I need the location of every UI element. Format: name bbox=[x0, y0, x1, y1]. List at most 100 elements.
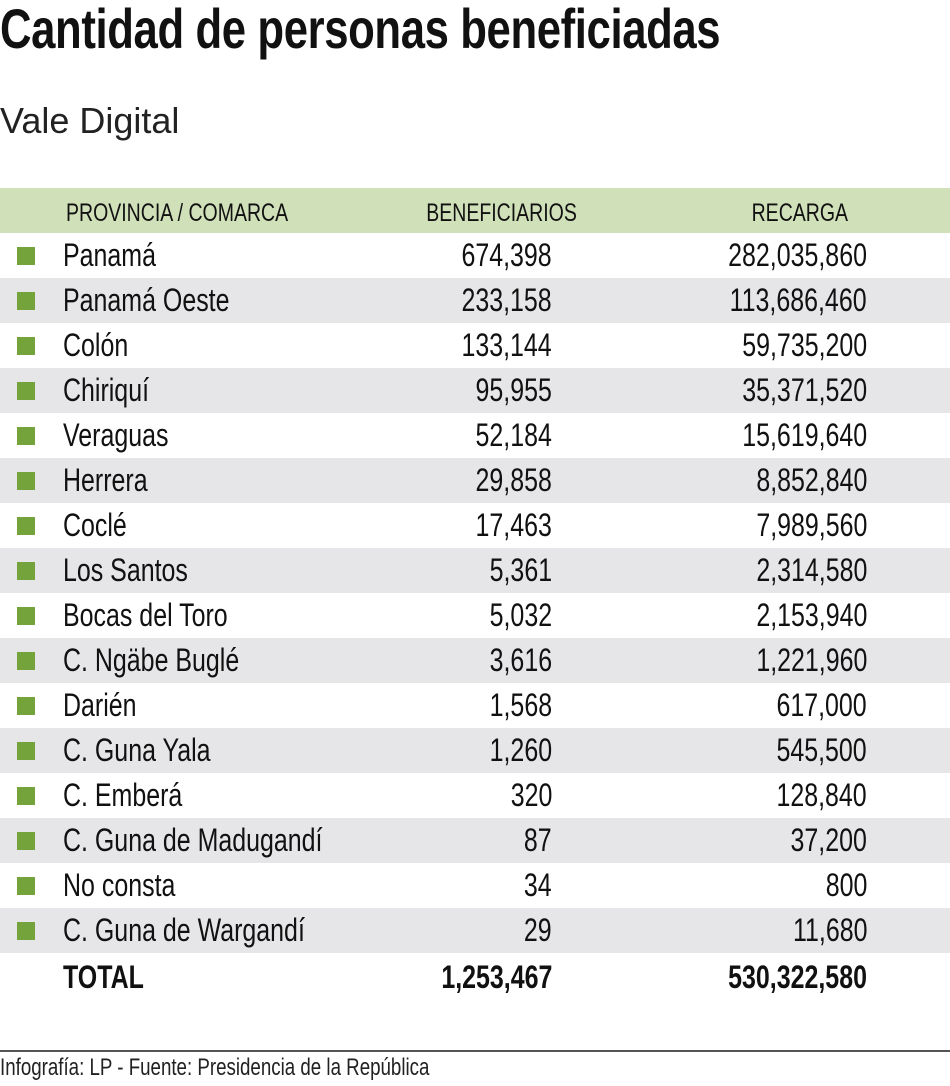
square-marker-icon bbox=[17, 697, 35, 715]
province-cell: Los Santos bbox=[63, 552, 223, 589]
beneficiaries-cell: 29 bbox=[516, 912, 552, 949]
square-marker-icon bbox=[17, 247, 35, 265]
table-row: Panamá 674,398 282,035,860 bbox=[0, 233, 950, 278]
recharge-cell: 11,680 bbox=[772, 912, 867, 949]
square-marker-icon bbox=[17, 787, 35, 805]
beneficiaries-cell: 233,158 bbox=[436, 282, 552, 319]
square-marker-icon bbox=[17, 607, 35, 625]
square-marker-icon bbox=[17, 832, 35, 850]
recharge-cell: 1,221,960 bbox=[725, 642, 867, 679]
beneficiaries-cell: 3,616 bbox=[472, 642, 552, 679]
column-header-beneficiaries: BENEFICIARIOS bbox=[426, 199, 578, 227]
table-row: C. Guna de Wargandí 29 11,680 bbox=[0, 908, 950, 953]
beneficiaries-cell-text: 674,398 bbox=[461, 237, 552, 273]
beneficiaries-cell-text: 233,158 bbox=[461, 282, 552, 318]
recharge-cell-text: 800 bbox=[825, 867, 867, 903]
recharge-cell: 35,371,520 bbox=[707, 372, 867, 409]
recharge-cell-text: 1,221,960 bbox=[755, 642, 867, 678]
square-marker-icon bbox=[17, 652, 35, 670]
square-marker-icon bbox=[17, 877, 35, 895]
square-marker-icon bbox=[17, 382, 35, 400]
square-marker-icon bbox=[17, 337, 35, 355]
beneficiaries-cell: 5,032 bbox=[472, 597, 552, 634]
province-cell: Bocas del Toro bbox=[63, 597, 274, 634]
total-recharge: 530,322,580 bbox=[689, 959, 867, 996]
recharge-cell-text: 11,680 bbox=[792, 912, 867, 948]
province-cell-text: Darién bbox=[63, 687, 137, 723]
province-cell: Coclé bbox=[63, 507, 145, 544]
square-marker-icon bbox=[17, 562, 35, 580]
table-row: C. Emberá 320 128,840 bbox=[0, 773, 950, 818]
province-cell: Herrera bbox=[63, 462, 171, 499]
recharge-cell-text: 545,500 bbox=[776, 732, 867, 768]
province-cell-text: Panamá bbox=[63, 237, 156, 273]
recharge-cell-text: 2,314,580 bbox=[755, 552, 867, 588]
beneficiaries-cell-text: 17,463 bbox=[475, 507, 552, 543]
table-row: C. Ngäbe Buglé 3,616 1,221,960 bbox=[0, 638, 950, 683]
footer-divider bbox=[0, 1050, 950, 1052]
beneficiaries-cell: 34 bbox=[516, 867, 552, 904]
recharge-cell: 15,619,640 bbox=[707, 417, 867, 454]
province-cell-text: Colón bbox=[63, 327, 129, 363]
province-cell: No consta bbox=[63, 867, 207, 904]
table-header: PROVINCIA / COMARCA BENEFICIARIOS RECARG… bbox=[0, 188, 950, 233]
beneficiaries-cell-text: 52,184 bbox=[475, 417, 552, 453]
beneficiaries-cell-text: 1,260 bbox=[489, 732, 552, 768]
province-cell: C. Ngäbe Buglé bbox=[63, 642, 289, 679]
recharge-cell: 282,035,860 bbox=[689, 237, 867, 274]
total-row: TOTAL 1,253,467 530,322,580 bbox=[0, 955, 950, 1000]
province-cell: C. Guna Yala bbox=[63, 732, 252, 769]
chart-subtitle: Vale Digital bbox=[0, 100, 180, 141]
province-cell-text: Bocas del Toro bbox=[63, 597, 228, 633]
recharge-cell: 8,852,840 bbox=[725, 462, 867, 499]
column-header-province: PROVINCIA / COMARCA bbox=[66, 199, 289, 227]
table-row: Los Santos 5,361 2,314,580 bbox=[0, 548, 950, 593]
table-row: Chiriquí 95,955 35,371,520 bbox=[0, 368, 950, 413]
recharge-cell: 617,000 bbox=[751, 687, 867, 724]
table-row: Darién 1,568 617,000 bbox=[0, 683, 950, 728]
beneficiaries-cell: 1,260 bbox=[472, 732, 552, 769]
beneficiaries-cell: 133,144 bbox=[436, 327, 552, 364]
beneficiaries-cell-text: 1,568 bbox=[489, 687, 552, 723]
beneficiaries-cell: 1,568 bbox=[472, 687, 552, 724]
province-cell: C. Guna de Wargandí bbox=[63, 912, 373, 949]
table-row: No consta 34 800 bbox=[0, 863, 950, 908]
beneficiaries-cell-text: 133,144 bbox=[461, 327, 552, 363]
province-cell-text: Veraguas bbox=[63, 417, 169, 453]
province-cell-text: C. Emberá bbox=[63, 777, 183, 813]
beneficiaries-cell: 320 bbox=[499, 777, 552, 814]
square-marker-icon bbox=[17, 427, 35, 445]
province-cell: C. Guna de Madugandí bbox=[63, 822, 396, 859]
recharge-cell-text: 37,200 bbox=[790, 822, 867, 858]
table-row: C. Guna Yala 1,260 545,500 bbox=[0, 728, 950, 773]
table-row: Veraguas 52,184 15,619,640 bbox=[0, 413, 950, 458]
province-cell: Panamá bbox=[63, 237, 182, 274]
beneficiaries-cell-text: 29 bbox=[524, 912, 552, 948]
total-label-text: TOTAL bbox=[63, 959, 144, 995]
beneficiaries-cell: 17,463 bbox=[454, 507, 552, 544]
recharge-cell-text: 59,735,200 bbox=[742, 327, 867, 363]
recharge-cell: 37,200 bbox=[769, 822, 867, 859]
province-cell: Darién bbox=[63, 687, 157, 724]
beneficiaries-cell: 674,398 bbox=[436, 237, 552, 274]
table-row: C. Guna de Madugandí 87 37,200 bbox=[0, 818, 950, 863]
recharge-cell: 2,153,940 bbox=[725, 597, 867, 634]
province-cell-text: C. Ngäbe Buglé bbox=[63, 642, 240, 678]
table-row: Colón 133,144 59,735,200 bbox=[0, 323, 950, 368]
recharge-cell-text: 15,619,640 bbox=[742, 417, 867, 453]
table-row: Bocas del Toro 5,032 2,153,940 bbox=[0, 593, 950, 638]
beneficiaries-cell: 95,955 bbox=[454, 372, 552, 409]
province-cell-text: No consta bbox=[63, 867, 176, 903]
table-row: Coclé 17,463 7,989,560 bbox=[0, 503, 950, 548]
recharge-cell: 59,735,200 bbox=[707, 327, 867, 364]
province-cell-text: Coclé bbox=[63, 507, 127, 543]
province-cell-text: C. Guna de Wargandí bbox=[63, 912, 305, 948]
beneficiaries-cell: 29,858 bbox=[454, 462, 552, 499]
column-header-recharge: RECARGA bbox=[751, 199, 849, 227]
province-cell: Veraguas bbox=[63, 417, 198, 454]
recharge-cell: 2,314,580 bbox=[725, 552, 867, 589]
province-cell-text: Panamá Oeste bbox=[63, 282, 230, 318]
province-cell-text: Herrera bbox=[63, 462, 148, 498]
province-cell: Chiriquí bbox=[63, 372, 173, 409]
total-label: TOTAL bbox=[63, 959, 167, 996]
